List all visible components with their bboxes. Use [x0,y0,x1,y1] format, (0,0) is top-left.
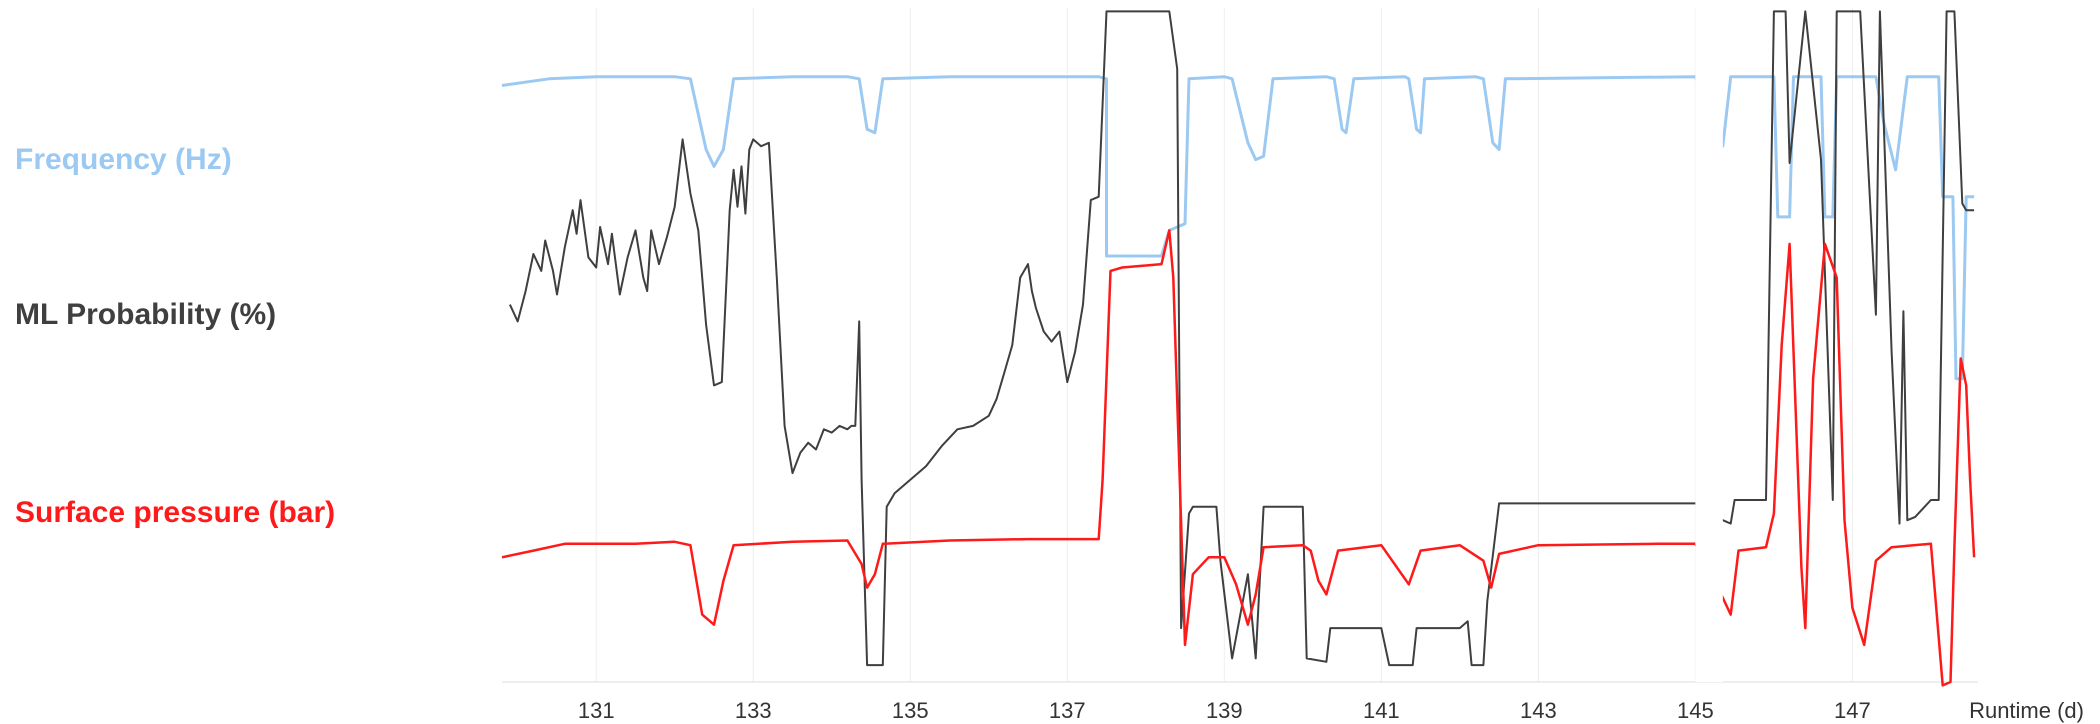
legend-surface-pressure: Surface pressure (bar) [15,496,336,529]
series-lines [501,0,1976,687]
legend-frequency: Frequency (Hz) [15,143,232,176]
x-tick-label: 147 [1834,698,1871,723]
data-gap [1695,0,1723,682]
series-surface-pressure-line [501,229,1976,687]
x-tick-label: 143 [1520,698,1557,723]
x-tick-label: 131 [578,698,615,723]
x-axis-title: Runtime (d) [1969,698,2084,723]
x-axis-ticks: 131 133 135 137 139 141 143 145 147 [578,698,1871,723]
x-tick-label: 141 [1363,698,1400,723]
x-tick-label: 139 [1206,698,1243,723]
x-tick-label: 133 [735,698,772,723]
series-ml-probability-line [508,10,1975,667]
legend-ml-probability: ML Probability (%) [15,298,277,331]
x-tick-label: 135 [892,698,929,723]
x-tick-label: 145 [1677,698,1714,723]
x-tick-label: 137 [1049,698,1086,723]
series-frequency-line [501,75,1975,381]
